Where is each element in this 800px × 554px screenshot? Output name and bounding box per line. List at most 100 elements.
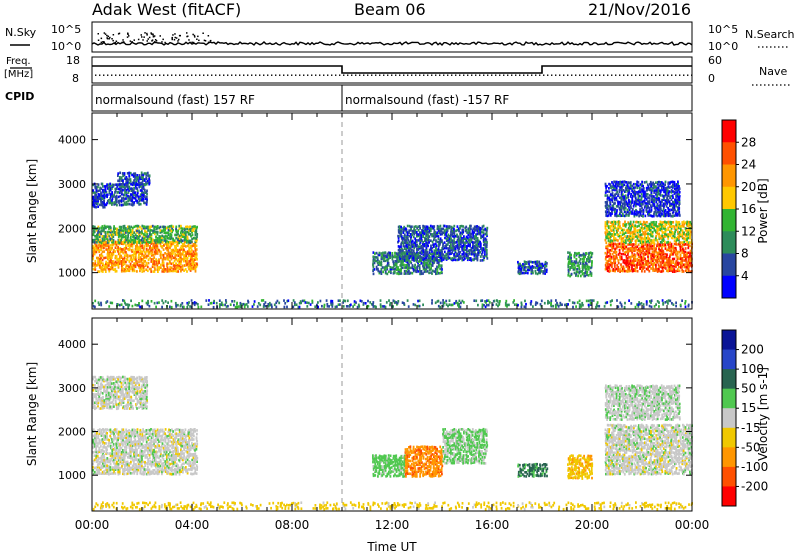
- echo-cell: [606, 198, 609, 201]
- nsky-point: [188, 39, 190, 41]
- echo-cell: [124, 187, 126, 190]
- echo-cell: [144, 201, 146, 205]
- echo-cell: [622, 189, 625, 192]
- echo-cell: [660, 270, 663, 273]
- echo-cell: [118, 238, 121, 242]
- echo-cell: [125, 185, 128, 188]
- echo-cell: [148, 237, 151, 241]
- echo-cell: [610, 198, 612, 201]
- echo-cell: [641, 190, 643, 193]
- echo-cell: [614, 186, 616, 190]
- nave-point: [375, 74, 377, 76]
- echo-cell: [634, 249, 637, 252]
- echo-cell: [123, 257, 126, 261]
- echo-cell: [686, 255, 689, 259]
- echo-cell: [615, 198, 618, 202]
- echo-cell: [669, 213, 672, 216]
- echo-cell: [413, 227, 416, 231]
- echo-cell: [171, 252, 174, 255]
- echo-cell: [103, 191, 106, 194]
- echo-cell: [118, 233, 121, 237]
- echo-cell: [92, 264, 94, 267]
- echo-cell: [583, 257, 585, 261]
- echo-cell: [134, 248, 137, 251]
- echo-cell: [677, 180, 679, 184]
- echo-cell: [167, 225, 170, 229]
- echo-cell: [449, 241, 451, 244]
- echo-cell: [475, 239, 477, 242]
- echo-cell: [183, 227, 186, 231]
- echo-cell: [611, 239, 614, 243]
- nave-point: [175, 74, 177, 76]
- echo-cell: [94, 196, 96, 200]
- echo-cell: [142, 254, 145, 257]
- echo-cell: [414, 245, 417, 248]
- echo-cell: [462, 241, 465, 244]
- echo-cell: [260, 299, 263, 302]
- echo-cell: [393, 264, 395, 267]
- echo-cell: [606, 269, 609, 273]
- echo-cell: [445, 237, 448, 241]
- echo-cell: [133, 172, 135, 176]
- echo-cell: [439, 256, 442, 259]
- echo-cell: [661, 245, 663, 249]
- echo-cell: [172, 269, 175, 273]
- echo-cell: [668, 263, 671, 266]
- echo-cell: [191, 244, 194, 248]
- echo-cell: [153, 260, 155, 263]
- echo-cell: [669, 234, 671, 238]
- echo-cell: [470, 232, 473, 236]
- echo-cell: [609, 214, 612, 217]
- echo-cell: [572, 266, 574, 269]
- echo-cell: [457, 258, 460, 261]
- echo-cell: [684, 243, 687, 246]
- echo-cell: [661, 210, 664, 213]
- nave-point: [279, 74, 281, 76]
- nave-point: [267, 74, 269, 76]
- echo-cell: [587, 268, 590, 271]
- echo-cell: [120, 254, 122, 258]
- echo-cell: [632, 194, 635, 198]
- echo-cell: [154, 268, 156, 271]
- echo-cell: [618, 236, 621, 240]
- echo-cell: [171, 242, 173, 246]
- echo-cell: [111, 240, 113, 244]
- echo-cell: [128, 196, 131, 200]
- echo-cell: [406, 233, 409, 236]
- echo-cell: [145, 301, 148, 305]
- echo-cell: [143, 260, 145, 263]
- frequency-line: [92, 65, 692, 74]
- echo-cell: [381, 253, 384, 257]
- echo-cell: [142, 237, 145, 240]
- nsky-point: [172, 34, 174, 36]
- echo-cell: [620, 194, 623, 197]
- echo-cell: [400, 233, 402, 237]
- echo-cell: [442, 256, 444, 259]
- echo-cell: [180, 248, 183, 251]
- echo-cell: [629, 210, 632, 214]
- echo-cell: [150, 225, 153, 228]
- echo-cell: [617, 239, 619, 242]
- echo-cell: [137, 235, 140, 239]
- echo-cell: [373, 268, 376, 271]
- echo-cell: [117, 183, 119, 187]
- echo-cell: [170, 248, 173, 252]
- echo-cell: [383, 266, 386, 269]
- echo-cell: [406, 263, 409, 267]
- echo-cell: [591, 261, 593, 265]
- echo-cell: [632, 255, 635, 259]
- echo-cell: [623, 261, 626, 265]
- echo-cell: [192, 261, 195, 265]
- echo-cell: [609, 244, 612, 248]
- echo-cell: [144, 195, 146, 198]
- echo-cell: [651, 257, 654, 261]
- echo-cell: [166, 244, 168, 248]
- echo-cell: [399, 248, 402, 252]
- echo-cell: [613, 265, 616, 268]
- echo-cell: [185, 238, 187, 242]
- echo-cell: [447, 238, 450, 242]
- nave-point: [683, 74, 685, 76]
- echo-cell: [586, 273, 588, 277]
- echo-cell: [688, 257, 690, 260]
- echo-cell: [148, 174, 151, 177]
